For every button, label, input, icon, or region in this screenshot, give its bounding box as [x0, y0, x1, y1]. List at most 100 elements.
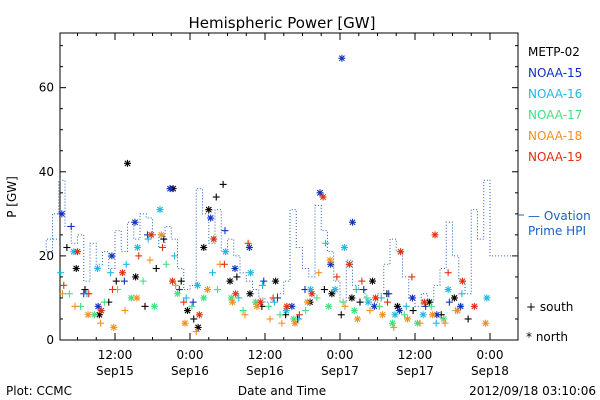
- series-metp-02: [63, 159, 472, 331]
- north-point: [350, 307, 358, 315]
- series-noaa-16: [57, 206, 491, 327]
- x-tick-time-label: 0:00: [177, 348, 204, 362]
- north-point: [166, 185, 174, 193]
- south-point: [189, 298, 197, 306]
- south-point: [320, 286, 328, 294]
- south-point: [409, 307, 417, 315]
- south-point: [390, 323, 398, 331]
- north-point: [222, 248, 230, 256]
- south-point: [107, 269, 115, 277]
- marker-legend-south: + south: [526, 300, 573, 314]
- ovation-step-path: [45, 179, 518, 307]
- north-point: [169, 277, 176, 285]
- legend: METP-02 NOAA-15 NOAA-16 NOAA-17 NOAA-18 NOAA-…: [518, 45, 591, 344]
- north-point: [132, 273, 140, 281]
- south-point: [65, 290, 73, 298]
- north-point: [181, 319, 189, 327]
- north-point: [409, 294, 416, 302]
- north-point: [440, 315, 448, 323]
- chart-title: Hemispheric Power [GW]: [189, 14, 376, 32]
- plot-timestamp: 2012/09/18 03:10:06: [469, 384, 596, 398]
- north-point: [131, 218, 139, 226]
- north-point: [483, 294, 491, 302]
- north-point: [457, 302, 465, 310]
- x-tick-time-label: 0:00: [327, 348, 354, 362]
- x-tick-time-label: 12:00: [398, 348, 433, 362]
- north-point: [204, 286, 211, 294]
- data-points: [57, 54, 491, 336]
- north-point: [349, 218, 356, 226]
- south-point: [122, 260, 130, 268]
- south-point: [366, 307, 374, 315]
- north-point: [338, 54, 346, 62]
- north-point: [370, 302, 378, 310]
- south-point: [121, 307, 129, 315]
- south-point: [60, 281, 68, 289]
- x-tick-date-label: Sep17: [396, 364, 434, 378]
- south-point: [322, 239, 330, 247]
- south-point: [408, 273, 416, 281]
- series-noaa-15: [58, 54, 465, 319]
- north-point: [184, 307, 191, 315]
- south-point: [152, 265, 160, 273]
- south-point: [385, 290, 393, 298]
- x-tick-date-label: Sep16: [246, 364, 284, 378]
- south-point: [269, 294, 277, 302]
- south-point: [235, 294, 243, 302]
- x-tick-date-label: Sep16: [171, 364, 209, 378]
- north-point: [345, 260, 353, 268]
- north-point: [108, 252, 116, 260]
- north-point: [304, 298, 311, 306]
- south-point: [441, 319, 449, 327]
- south-point: [233, 273, 241, 281]
- south-point: [295, 311, 303, 319]
- north-point: [232, 290, 240, 298]
- north-point: [119, 269, 126, 277]
- north-point: [74, 248, 81, 256]
- x-tick-date-label: Sep18: [471, 364, 509, 378]
- x-axis-label: Date and Time: [238, 384, 326, 398]
- series-noaa-18: [59, 231, 490, 336]
- north-point: [391, 311, 399, 319]
- north-point: [150, 302, 158, 310]
- north-point: [257, 298, 265, 306]
- plot-frame: [59, 32, 519, 341]
- x-tick-time-label: 12:00: [248, 348, 283, 362]
- south-point: [139, 277, 147, 285]
- north-point: [247, 269, 255, 277]
- south-point: [427, 302, 435, 310]
- axes: 0 20 40 60 12:00 Sep15 0:00 Sep16 12:00 Sep16 0:00…: [39, 32, 519, 378]
- south-point: [464, 315, 472, 323]
- north-point: [340, 243, 348, 251]
- south-point: [270, 298, 278, 306]
- y-axis-label-group: P [GW]: [5, 176, 19, 218]
- south-point: [384, 298, 391, 306]
- north-point: [84, 311, 92, 319]
- south-point: [180, 298, 188, 306]
- south-point: [100, 298, 108, 306]
- north-point: [328, 290, 336, 298]
- north-point: [404, 315, 411, 323]
- north-point: [58, 210, 66, 218]
- north-point: [482, 319, 490, 327]
- legend-entry-metp-02: METP-02: [528, 45, 580, 59]
- south-point: [444, 269, 452, 277]
- south-point: [315, 269, 323, 277]
- south-point: [71, 302, 79, 310]
- north-point: [194, 323, 202, 331]
- legend-entry-noaa-18: NOAA-18: [528, 129, 582, 143]
- north-point: [444, 286, 452, 294]
- south-point: [220, 260, 228, 268]
- x-tick-date-label: Sep17: [321, 364, 359, 378]
- north-point: [127, 294, 135, 302]
- north-point: [147, 231, 155, 239]
- south-point: [432, 319, 440, 327]
- south-point: [356, 298, 364, 306]
- south-point: [162, 260, 170, 268]
- south-point: [135, 252, 143, 260]
- north-point: [283, 302, 291, 310]
- north-point: [156, 206, 164, 214]
- north-point: [200, 294, 208, 302]
- south-point: [120, 277, 128, 285]
